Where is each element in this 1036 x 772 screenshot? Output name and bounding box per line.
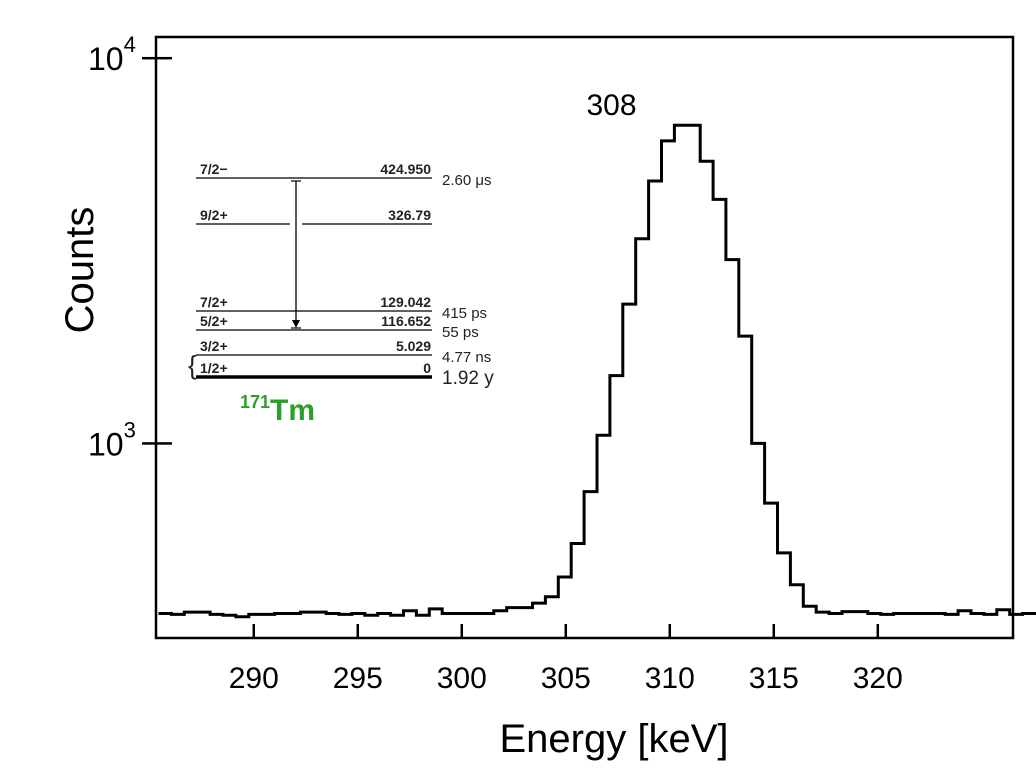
- level-spin-label: 3/2+: [200, 338, 228, 354]
- doublet-brace: {: [188, 350, 197, 380]
- x-tick-label: 315: [749, 662, 799, 695]
- x-tick-label: 290: [229, 662, 279, 695]
- level-energy-label: 129.042: [380, 294, 431, 310]
- x-tick-label: 300: [437, 662, 487, 695]
- level-energy-label: 0: [423, 360, 431, 376]
- x-tick-label: 305: [541, 662, 591, 695]
- level-energy-label: 326.79: [388, 207, 431, 223]
- level-halflife-label: 55 ps: [442, 324, 479, 341]
- x-axis-title: Energy [keV]: [499, 717, 728, 761]
- transition-arrowhead-icon: [292, 320, 300, 328]
- level-spin-label: 9/2+: [200, 207, 228, 223]
- level-energy-label: 116.652: [381, 313, 431, 329]
- level-energy-label: 5.029: [396, 338, 431, 354]
- y-tick-label: 104: [88, 32, 136, 77]
- x-tick-label: 320: [853, 662, 903, 695]
- plot-frame: [154, 35, 1015, 640]
- y-axis-title: Counts: [58, 207, 102, 334]
- level-spin-label: 7/2−: [200, 161, 228, 177]
- level-scheme-inset: 7/2− 424.950 2.60 μs 9/2+ 326.79 7/2+ 129.042 4…: [188, 161, 494, 427]
- level-halflife-label: 1.92 y: [442, 368, 494, 389]
- level-halflife-label: 2.60 μs: [442, 172, 492, 189]
- nucleus-label: 171Tm: [240, 392, 315, 427]
- level-energy-label: 424.950: [380, 161, 431, 177]
- y-tick-label: 103: [88, 417, 136, 462]
- level-spin-label: 1/2+: [200, 360, 228, 376]
- spectrum-series-line: [158, 123, 1036, 619]
- peak-label: 308: [586, 89, 636, 122]
- x-tick-label: 310: [645, 662, 695, 695]
- level-spin-label: 5/2+: [200, 313, 228, 329]
- level-halflife-label: 415 ps: [442, 305, 487, 322]
- level-halflife-label: 4.77 ns: [442, 349, 491, 366]
- level-spin-label: 7/2+: [200, 294, 228, 310]
- x-tick-label: 295: [333, 662, 383, 695]
